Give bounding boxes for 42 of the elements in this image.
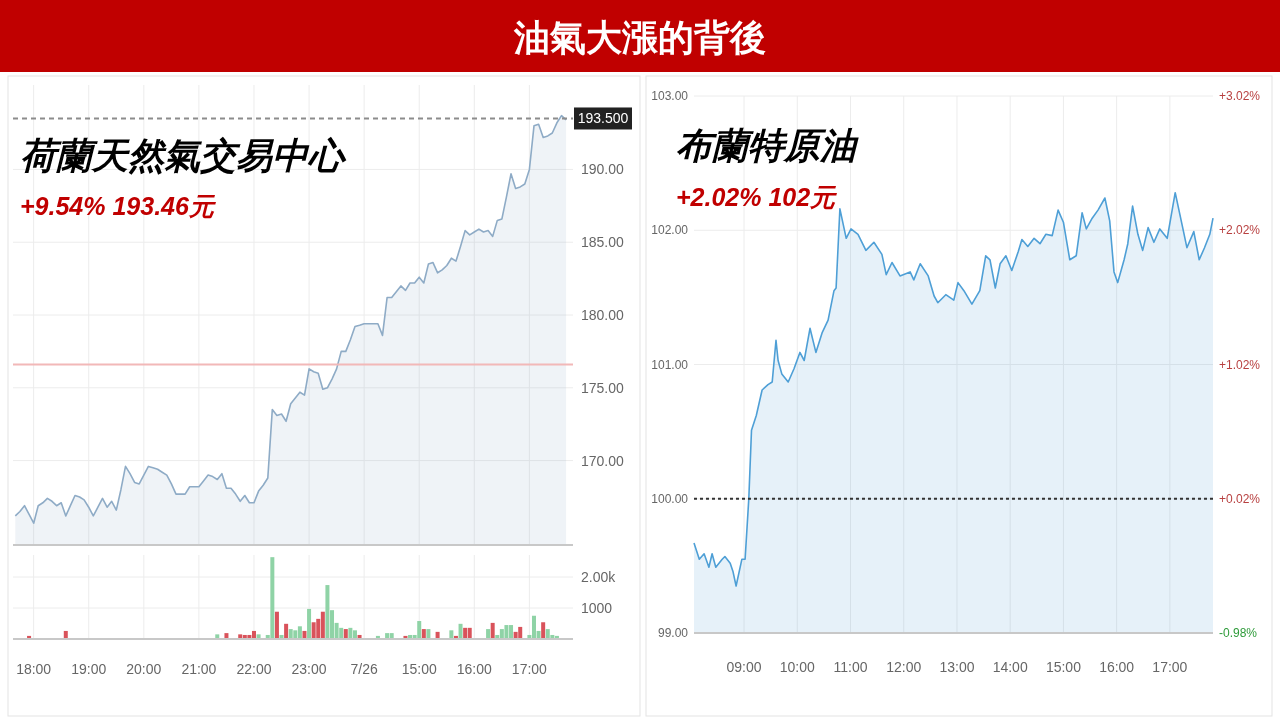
y-tick-label: 175.00 xyxy=(581,379,625,396)
y2-tick-label: -0.98% xyxy=(1219,626,1258,640)
x-tick-label: 13:00 xyxy=(939,659,975,675)
ref-line-label: 193.500 xyxy=(577,110,629,127)
x-tick-label: 15:00 xyxy=(1045,659,1082,675)
y-tick-label: 1000 xyxy=(581,600,613,616)
text: 荷蘭天然氣交易中心 xyxy=(20,135,347,176)
x-tick-label: 16:00 xyxy=(456,661,493,677)
x-tick-label: 10:00 xyxy=(779,659,815,675)
y2-tick-label: +0.02% xyxy=(1219,491,1261,506)
x-tick-label: 17:00 xyxy=(1152,659,1188,675)
x-tick-label: 17:00 xyxy=(511,661,548,677)
x-tick-label: 09:00 xyxy=(726,659,762,675)
x-tick-label: 18:00 xyxy=(16,661,52,677)
y-tick-label: 180.00 xyxy=(581,307,625,323)
y-tick-label: 99.00 xyxy=(657,626,689,640)
y-tick-label: 103.00 xyxy=(651,89,689,103)
x-tick-label: 22:00 xyxy=(236,661,272,677)
y2-tick-label: +1.02% xyxy=(1219,357,1261,372)
y-tick-label: 100.00 xyxy=(651,491,689,506)
x-tick-label: 15:00 xyxy=(401,661,437,677)
y-tick-label: 102.00 xyxy=(651,223,689,238)
y-tick-label: 190.00 xyxy=(581,161,625,178)
y-tick-label: 185.00 xyxy=(581,234,625,251)
x-tick-label: 12:00 xyxy=(886,659,922,675)
x-tick-label: 16:00 xyxy=(1099,659,1135,675)
x-tick-label: 21:00 xyxy=(181,661,217,677)
x-tick-label: 23:00 xyxy=(291,661,327,677)
y-tick-label: 170.00 xyxy=(581,452,625,469)
y2-tick-label: +2.02% xyxy=(1219,223,1261,238)
x-tick-label: 20:00 xyxy=(126,661,162,677)
x-tick-label: 11:00 xyxy=(833,659,868,675)
text: 布蘭特原油 xyxy=(676,125,859,166)
text: +9.54% 193.46元 xyxy=(20,192,217,220)
y2-tick-label: +3.02% xyxy=(1219,89,1261,103)
text: +2.02% 102元 xyxy=(676,183,839,211)
y-tick-label: 2.00k xyxy=(581,569,617,586)
x-tick-label: 19:00 xyxy=(71,661,107,677)
y-tick-label: 101.00 xyxy=(651,357,689,372)
x-tick-label: 7/26 xyxy=(350,661,378,677)
text: 油氣大漲的背後 xyxy=(513,17,766,58)
x-tick-label: 14:00 xyxy=(992,659,1028,675)
